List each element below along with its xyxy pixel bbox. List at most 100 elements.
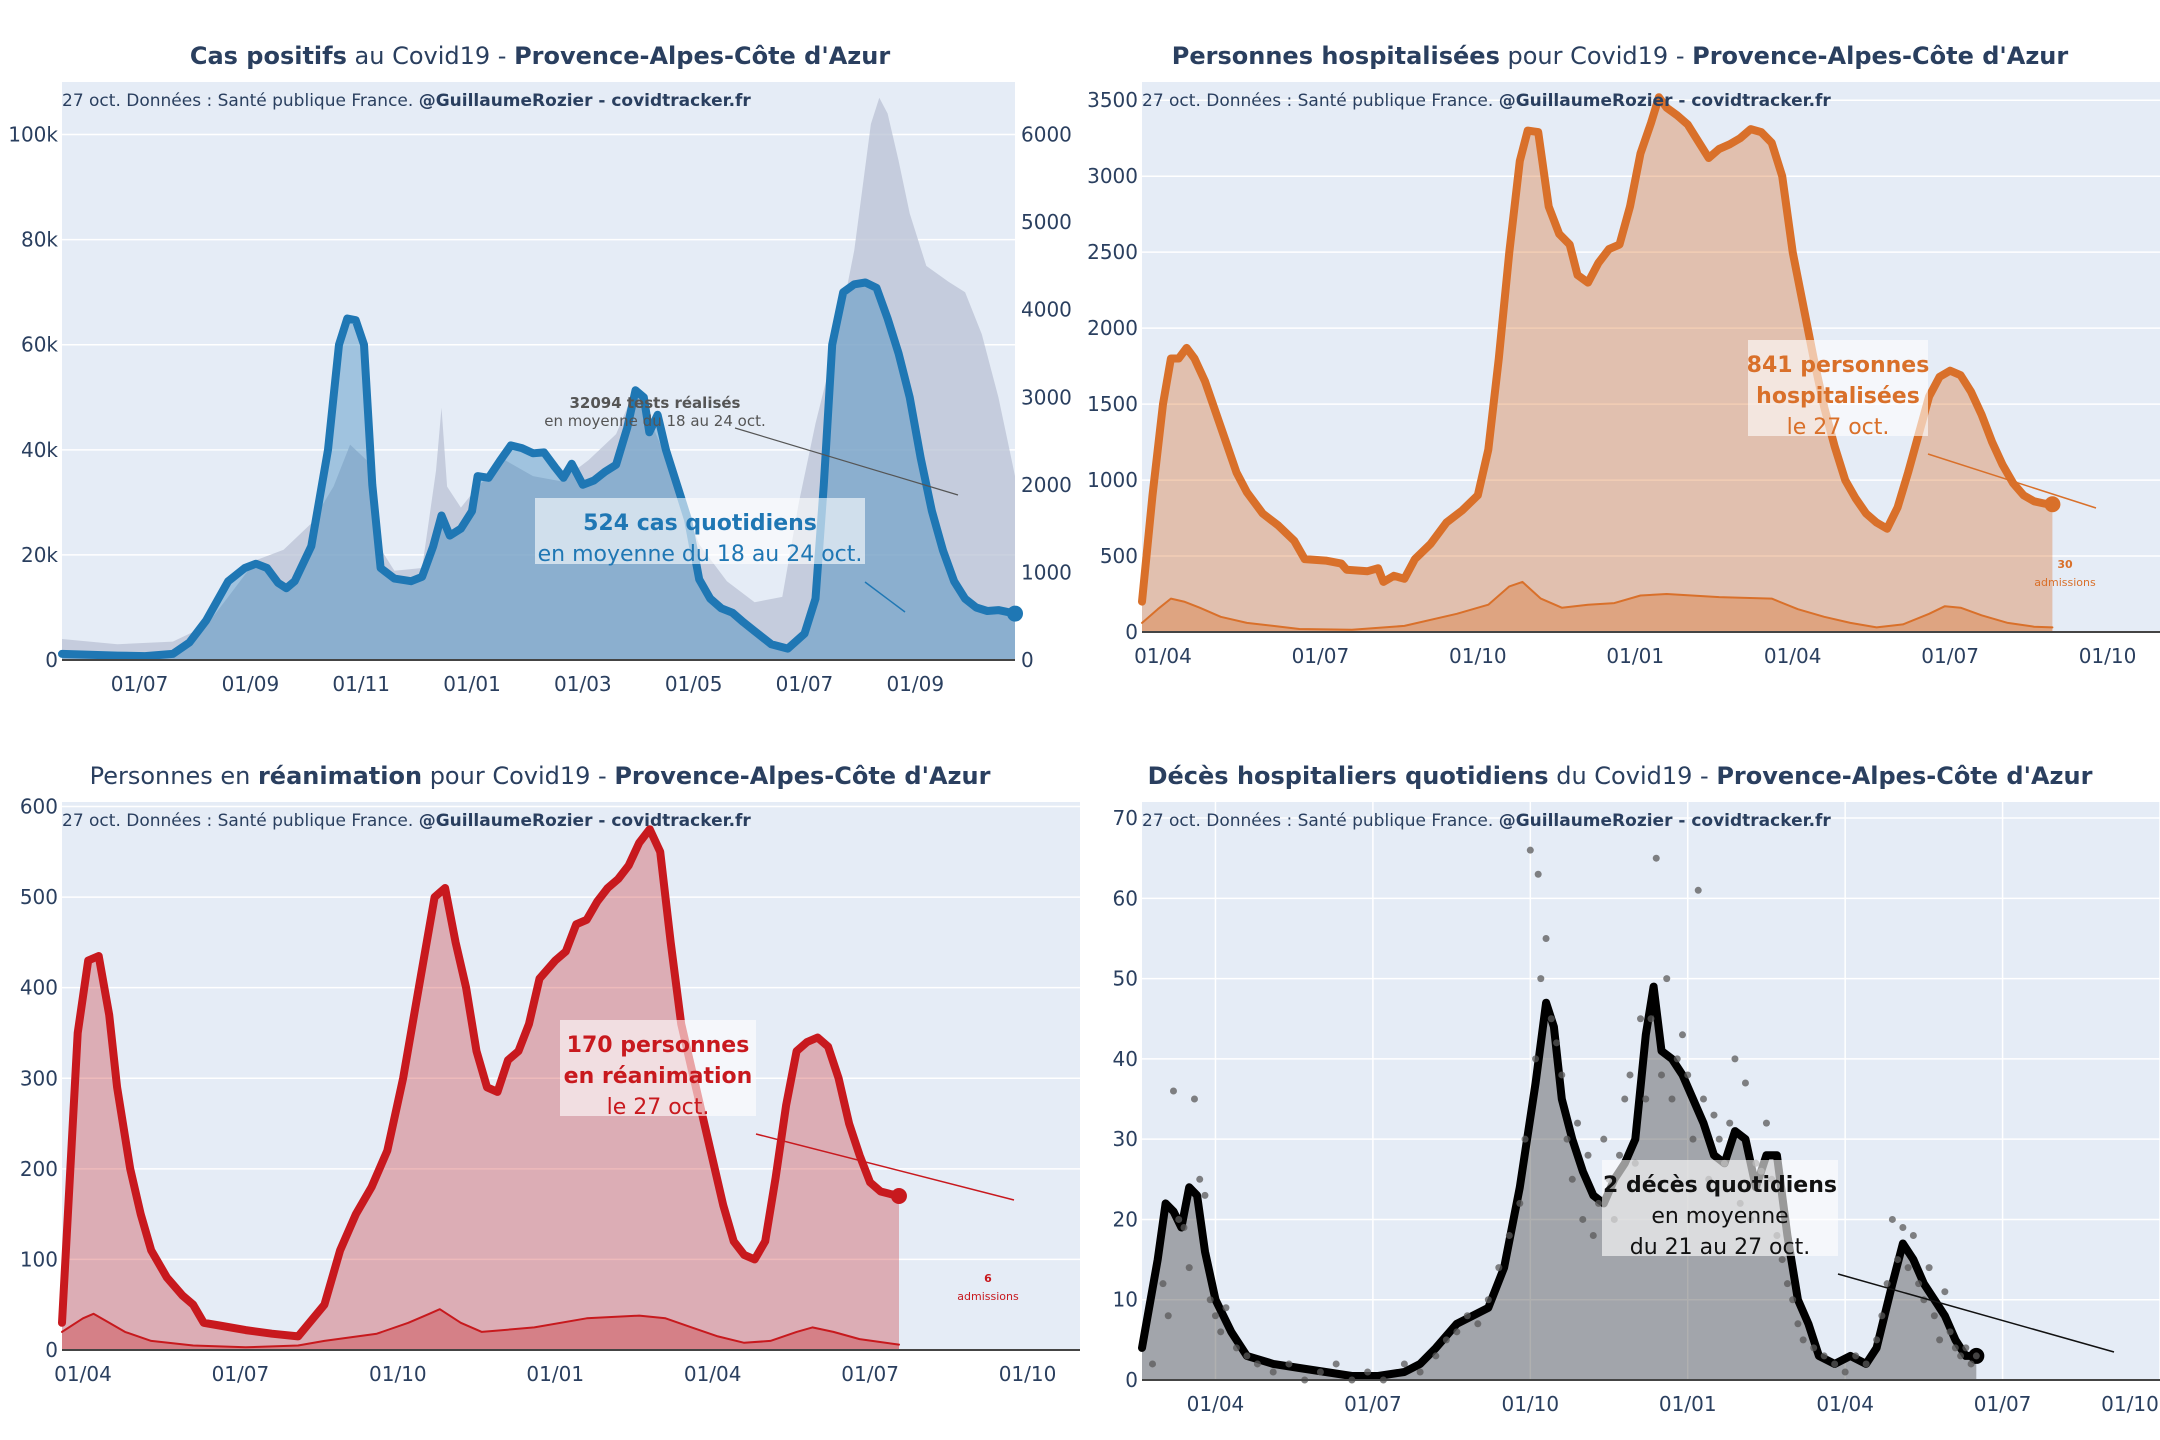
title-part-0: Personnes en (89, 762, 258, 790)
series-area-main (62, 829, 899, 1350)
scatter-point (1253, 1360, 1261, 1368)
y-tick-label: 70 (1113, 806, 1138, 830)
y-tick-label: 100 (20, 1247, 58, 1271)
scatter-point (1841, 1368, 1849, 1376)
panel-rea: Personnes en réanimation pour Covid19 - … (0, 720, 1080, 1440)
annotation-line: 170 personnes (567, 1033, 750, 1058)
scatter-point (1222, 1304, 1230, 1312)
scatter-point (1731, 1055, 1739, 1063)
title-part-2: pour Covid19 - (422, 762, 615, 790)
scatter-point (1873, 1336, 1881, 1344)
title-part-2: Provence-Alpes-Côte d'Azur (1716, 762, 2093, 790)
scatter-point (1568, 1175, 1576, 1183)
chart-title-cases: Cas positifs au Covid19 - Provence-Alpes… (0, 42, 1080, 70)
scatter-point (1616, 1151, 1624, 1159)
scatter-point (1909, 1232, 1917, 1239)
source-text: 27 oct. Données : Santé publique France.… (62, 91, 751, 111)
x-tick-label: 01/09 (222, 672, 280, 696)
y-right-tick-label: 0 (1021, 648, 1034, 672)
series-area-main (62, 282, 1015, 660)
scatter-point (1547, 1015, 1555, 1023)
panel-hosp: Personnes hospitalisées pour Covid19 - P… (1080, 0, 2160, 720)
source-credit: @GuillaumeRozier - covidtracker.fr (1499, 91, 1832, 111)
title-part-0: Cas positifs (189, 42, 347, 70)
y-tick-label: 0 (45, 648, 58, 672)
x-tick-label: 01/01 (443, 672, 501, 696)
annotation2-line: en moyenne du 18 au 24 oct. (544, 412, 765, 430)
y-tick-label: 10 (1113, 1288, 1138, 1312)
annotation-line: 841 personnes (1747, 353, 1930, 378)
title-part-2: Provence-Alpes-Côte d'Azur (514, 42, 891, 70)
annotation-line: en moyenne (1651, 1204, 1788, 1229)
scatter-point (1946, 1328, 1954, 1336)
y-tick-label: 3500 (1087, 88, 1138, 112)
y-tick-label: 40k (21, 438, 58, 462)
scatter-point (1180, 1223, 1188, 1231)
scatter-point (1941, 1288, 1949, 1296)
x-tick-label: 01/01 (526, 1362, 584, 1386)
scatter-point (1657, 1071, 1665, 1079)
x-tick-label: 01/04 (1134, 644, 1192, 668)
scatter-point (1894, 1256, 1902, 1264)
scatter-point (1526, 846, 1534, 854)
series-area-main (1142, 97, 2053, 632)
scatter-point (1442, 1336, 1450, 1344)
x-tick-label: 01/10 (1501, 1392, 1559, 1416)
chart-title-deces: Décès hospitaliers quotidiens du Covid19… (1080, 762, 2160, 790)
annotation-arrow (864, 581, 906, 613)
scatter-point (1663, 975, 1671, 983)
scatter-point (1831, 1360, 1839, 1368)
scatter-point (1574, 1119, 1582, 1127)
scatter-point (1364, 1368, 1372, 1376)
x-tick-label: 01/09 (886, 672, 944, 696)
scatter-point (1589, 1232, 1597, 1239)
scatter-point (1211, 1312, 1219, 1320)
y-right-tick-label: 3000 (1021, 385, 1072, 409)
annotation2-line: admissions (957, 1290, 1019, 1303)
annotation-line: en réanimation (564, 1064, 753, 1089)
y-right-tick-label: 5000 (1021, 210, 1072, 234)
y-tick-label: 500 (1100, 544, 1138, 568)
scatter-point (1285, 1360, 1293, 1368)
scatter-point (1936, 1336, 1944, 1344)
title-part-0: Personnes hospitalisées (1171, 42, 1500, 70)
scatter-point (1888, 1215, 1896, 1223)
y-tick-label: 0 (1125, 620, 1138, 644)
source-plain: 27 oct. Données : Santé publique France. (62, 811, 419, 831)
series-line-admissions (61, 1308, 900, 1349)
scatter-point (1217, 1328, 1225, 1336)
scatter-point (1972, 1352, 1980, 1360)
x-tick-label: 01/07 (212, 1362, 270, 1386)
chart-svg-deces: 0 10 20 30 40 50 60 70 01/04 01/07 01/10 01/01 01/04… (1113, 802, 2160, 1416)
x-tick-label: 01/07 (776, 672, 834, 696)
series-end-marker (890, 1188, 907, 1205)
scatter-point (1715, 1135, 1723, 1143)
scatter-point (1794, 1320, 1802, 1328)
scatter-point (1432, 1352, 1440, 1360)
scatter-point (1164, 1312, 1172, 1320)
y-tick-label: 0 (45, 1338, 58, 1362)
y-right-tick-label: 2000 (1021, 473, 1072, 497)
annotation-arrow (1927, 453, 2097, 509)
annotation2-line: 32094 tests réalisés (569, 394, 740, 412)
x-tick-label: 01/07 (841, 1362, 899, 1386)
y-tick-label: 500 (20, 885, 58, 909)
annotation-line: 524 cas quotidiens (583, 511, 817, 536)
scatter-point (1852, 1352, 1860, 1360)
scatter-point (1967, 1360, 1975, 1368)
source-plain: 27 oct. Données : Santé publique France. (1142, 91, 1499, 111)
scatter-point (1904, 1264, 1912, 1272)
annotation2-line: 30 (2057, 558, 2073, 571)
scatter-point (1558, 1071, 1566, 1079)
scatter-point (1647, 1015, 1655, 1023)
x-tick-label: 01/10 (2101, 1392, 2159, 1416)
scatter-point (1484, 1296, 1492, 1304)
source-credit: @GuillaumeRozier - covidtracker.fr (419, 811, 752, 831)
scatter-point (1532, 1055, 1540, 1063)
chart-svg-hosp: 0 500 1000 1500 2000 2500 3000 3500 01/04 01/07 01… (1087, 82, 2160, 668)
x-tick-label: 01/10 (369, 1362, 427, 1386)
scatter-point (1862, 1360, 1870, 1368)
scatter-point (1684, 1071, 1692, 1079)
scatter-point (1925, 1264, 1933, 1272)
series-area-admissions (1142, 581, 2053, 632)
